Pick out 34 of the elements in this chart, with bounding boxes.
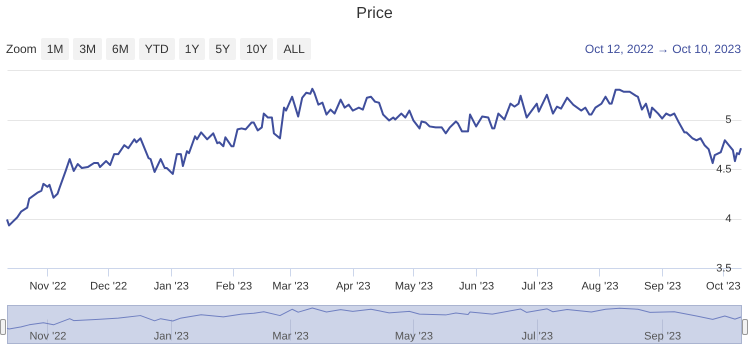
x-tick-label: Apr '23 xyxy=(336,280,371,292)
x-tick-label: Jun '23 xyxy=(459,280,494,292)
x-tick-label: Sep '23 xyxy=(644,330,682,342)
text: 1Y xyxy=(178,38,206,60)
text: ALL xyxy=(277,38,311,60)
y-tick-label: 5 xyxy=(725,114,732,126)
x-tick-label: Mar '23 xyxy=(272,330,309,342)
text: Zoom xyxy=(6,42,37,56)
x-tick-label: Jan '23 xyxy=(154,280,189,292)
x-tick-label: Sep '23 xyxy=(644,280,682,292)
line-series xyxy=(6,88,742,226)
y-tick-label: 4 xyxy=(725,213,732,225)
x-tick-label: Jul '23 xyxy=(522,280,553,292)
chart-title: Price xyxy=(355,5,394,23)
y-tick-label: 3.5 xyxy=(716,262,732,274)
text: Oct 12, 2022 → Oct 10, 2023 xyxy=(584,42,741,56)
y-tick-label: 4.5 xyxy=(716,164,732,176)
text: 5Y xyxy=(209,38,236,60)
text: YTD xyxy=(138,38,175,60)
x-tick-label: Mar '23 xyxy=(272,280,309,292)
text: 10Y xyxy=(240,38,274,60)
text: 3M xyxy=(73,38,102,60)
text: 1M xyxy=(40,38,70,60)
x-tick-label: Aug '23 xyxy=(581,280,618,292)
x-tick-label: Nov '22 xyxy=(29,330,66,342)
x-tick-label: Jan '23 xyxy=(154,330,189,342)
x-tick-label: Jul '23 xyxy=(522,330,553,342)
x-tick-label: Dec '22 xyxy=(90,280,128,292)
x-tick-label: Nov '22 xyxy=(29,280,66,292)
text: 6M xyxy=(106,38,135,60)
x-tick-label: May '23 xyxy=(394,330,434,342)
x-tick-label: Feb '23 xyxy=(216,280,252,292)
x-tick-label: May '23 xyxy=(394,280,434,292)
x-tick-label: Oct '23 xyxy=(706,280,741,292)
